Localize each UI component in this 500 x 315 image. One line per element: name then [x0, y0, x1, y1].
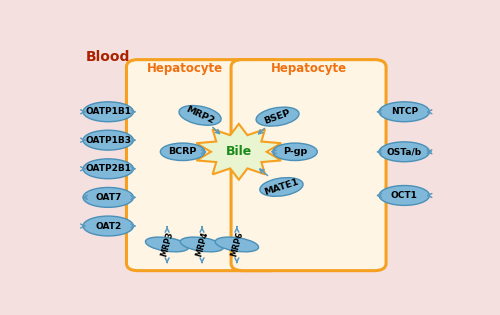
Text: Blood: Blood [86, 50, 130, 64]
Text: MRP2: MRP2 [184, 105, 216, 126]
Ellipse shape [83, 187, 134, 207]
Text: OATP1B1: OATP1B1 [85, 107, 131, 116]
Text: Hepatocyte: Hepatocyte [146, 62, 222, 75]
Text: OCT1: OCT1 [391, 191, 417, 200]
Ellipse shape [180, 237, 224, 252]
Text: Hepatocyte: Hepatocyte [270, 62, 346, 75]
Ellipse shape [215, 237, 258, 252]
Ellipse shape [179, 106, 221, 125]
Text: OATP2B1: OATP2B1 [85, 164, 131, 173]
Ellipse shape [379, 186, 430, 205]
Ellipse shape [379, 102, 430, 122]
Ellipse shape [379, 142, 430, 162]
Text: BSEP: BSEP [263, 108, 292, 126]
Text: P-gp: P-gp [283, 147, 307, 156]
Text: BCRP: BCRP [168, 147, 197, 156]
Text: Bile: Bile [226, 145, 252, 158]
Text: OAT2: OAT2 [95, 221, 122, 231]
Ellipse shape [256, 107, 299, 126]
FancyBboxPatch shape [126, 60, 282, 271]
Ellipse shape [272, 143, 318, 161]
Ellipse shape [260, 178, 303, 196]
Text: MRP4: MRP4 [194, 231, 210, 258]
Text: OAT7: OAT7 [95, 193, 122, 202]
Ellipse shape [83, 102, 134, 122]
Text: NTCP: NTCP [390, 107, 418, 116]
Polygon shape [196, 124, 281, 180]
Ellipse shape [146, 237, 189, 252]
Ellipse shape [160, 143, 205, 161]
Text: MATE1: MATE1 [263, 177, 300, 197]
Text: OSTa/b: OSTa/b [386, 147, 422, 156]
Ellipse shape [83, 130, 134, 150]
Text: OATP1B3: OATP1B3 [85, 136, 131, 145]
Ellipse shape [83, 159, 134, 179]
Ellipse shape [83, 216, 134, 236]
FancyBboxPatch shape [231, 60, 386, 271]
Text: MRP6: MRP6 [229, 231, 244, 258]
Text: MRP3: MRP3 [160, 231, 175, 258]
